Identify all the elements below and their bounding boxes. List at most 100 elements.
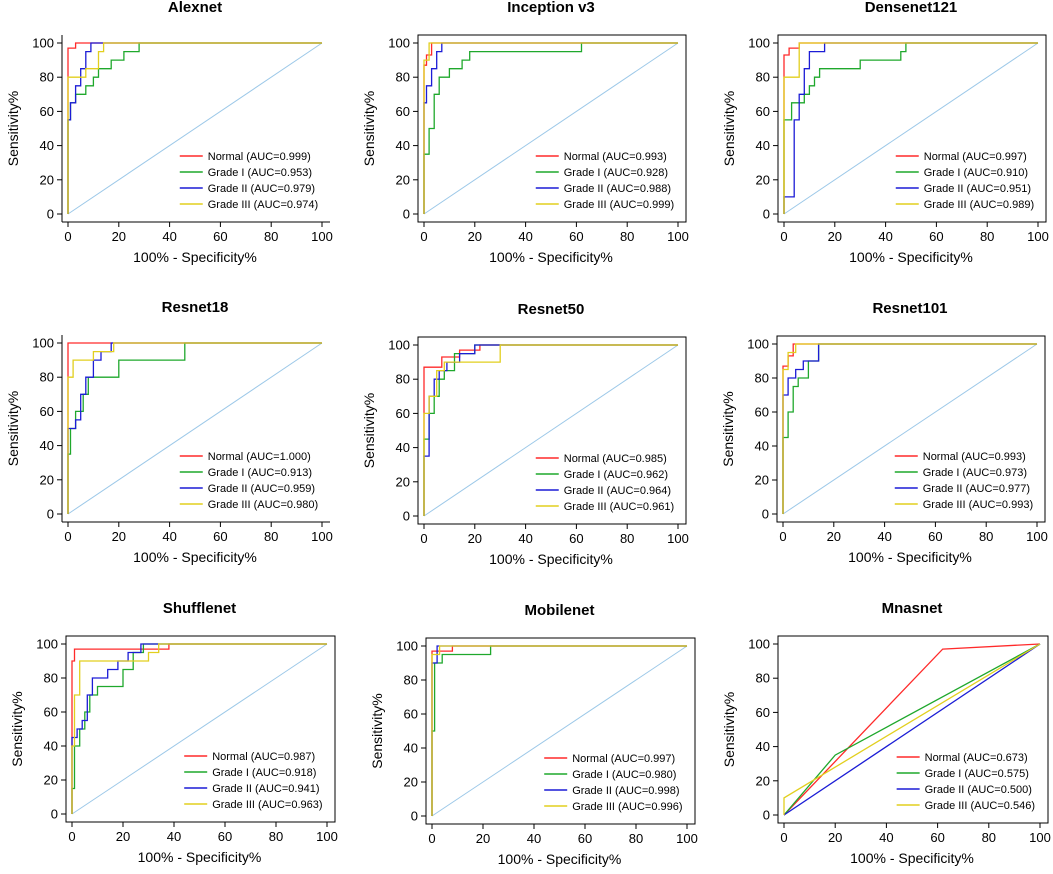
x-tick-label: 0 xyxy=(780,229,787,244)
y-tick-label: 40 xyxy=(404,741,418,756)
chart-title: Resnet50 xyxy=(518,301,585,318)
y-tick-label: 80 xyxy=(396,372,410,387)
legend-label: Normal (AUC=0.987) xyxy=(212,751,315,763)
x-tick-label: 60 xyxy=(218,829,232,844)
legend-label: Grade I (AUC=0.973) xyxy=(923,467,1027,479)
legend-label: Grade II (AUC=0.951) xyxy=(924,183,1031,195)
legend: Normal (AUC=0.993) Grade I (AUC=0.973) Gra… xyxy=(894,451,1033,511)
y-tick-label: 40 xyxy=(40,438,54,453)
legend-label: Grade II (AUC=0.964) xyxy=(564,485,671,497)
y-tick-label: 80 xyxy=(404,673,418,688)
y-tick-label: 20 xyxy=(40,472,54,487)
roc-line-grade-iii xyxy=(67,42,322,214)
y-tick-label: 40 xyxy=(396,138,410,153)
y-tick-label: 40 xyxy=(40,138,54,153)
x-tick-label: 60 xyxy=(929,229,943,244)
roc-line-grade-i xyxy=(783,643,1041,816)
x-tick-label: 80 xyxy=(980,229,994,244)
legend-label: Normal (AUC=0.993) xyxy=(564,151,667,163)
roc-line-grade-i xyxy=(423,42,678,214)
chart-title: Alexnet xyxy=(168,0,222,16)
roc-line-grade-ii xyxy=(71,643,327,814)
roc-line-grade-i xyxy=(67,342,322,514)
legend-label: Grade II (AUC=0.988) xyxy=(564,183,671,195)
x-axis-label: 100% - Specificity% xyxy=(133,549,257,565)
x-tick-label: 80 xyxy=(620,531,634,546)
legend-label: Grade I (AUC=0.910) xyxy=(924,167,1028,179)
chance-diagonal-line xyxy=(783,42,1039,215)
axes: 00 20 20 40 40 60 60 80 80 100 100 100% - Specifici… xyxy=(721,34,1049,265)
series-group xyxy=(67,42,322,214)
plot-frame xyxy=(777,635,1049,824)
legend: Normal (AUC=0.997) Grade I (AUC=0.910) Gra… xyxy=(895,151,1034,211)
chance-diagonal-line xyxy=(67,42,323,215)
x-tick-label: 40 xyxy=(527,831,541,846)
x-tick-label: 60 xyxy=(213,229,227,244)
y-tick-label: 80 xyxy=(40,370,54,385)
chart-panel-alexnet: Alexnet 00 20 20 40 40 60 60 80 80 100 100 100% - Sp… xyxy=(5,0,333,265)
y-tick-label: 0 xyxy=(47,207,54,222)
x-tick-label: 80 xyxy=(264,529,278,544)
y-tick-label: 40 xyxy=(756,739,770,754)
roc-line-grade-iii xyxy=(431,645,687,816)
x-tick-label: 100 xyxy=(667,531,689,546)
roc-line-grade-ii xyxy=(782,343,1037,514)
legend: Normal (AUC=0.993) Grade I (AUC=0.928) Gra… xyxy=(535,151,674,211)
y-tick-label: 60 xyxy=(755,405,769,420)
y-tick-label: 0 xyxy=(403,207,410,222)
y-tick-label: 40 xyxy=(756,138,770,153)
y-axis-label: Sensitivity% xyxy=(361,393,377,468)
legend: Normal (AUC=1.000) Grade I (AUC=0.913) Gra… xyxy=(179,451,318,511)
x-tick-label: 80 xyxy=(620,229,634,244)
roc-line-grade-iii xyxy=(423,344,678,516)
x-tick-label: 100 xyxy=(311,229,333,244)
y-tick-label: 60 xyxy=(756,705,770,720)
series-group xyxy=(431,645,687,816)
y-axis-label: Sensitivity% xyxy=(5,391,21,466)
y-tick-label: 80 xyxy=(40,70,54,85)
y-tick-label: 40 xyxy=(755,439,769,454)
y-tick-label: 0 xyxy=(47,507,54,522)
legend-label: Grade II (AUC=0.977) xyxy=(923,483,1030,495)
x-tick-label: 0 xyxy=(420,531,427,546)
y-axis-label: Sensitivity% xyxy=(5,91,21,166)
axes: 00 20 20 40 40 60 60 80 80 100 100 100% - Specifici… xyxy=(5,35,333,265)
y-tick-label: 20 xyxy=(756,172,770,187)
y-tick-label: 100 xyxy=(388,36,410,51)
roc-line-grade-i xyxy=(783,42,1038,214)
x-tick-label: 20 xyxy=(468,531,482,546)
x-tick-label: 40 xyxy=(878,229,892,244)
legend-label: Grade II (AUC=0.500) xyxy=(925,784,1032,796)
x-axis-label: 100% - Specificity% xyxy=(489,249,613,265)
axes: 00 20 20 40 40 60 60 80 80 100 100 100% - Specifici… xyxy=(5,335,333,565)
legend-label: Normal (AUC=0.997) xyxy=(572,753,675,765)
chance-diagonal-line xyxy=(782,343,1038,515)
x-axis-label: 100% - Specificity% xyxy=(138,849,262,865)
x-tick-label: 0 xyxy=(68,829,75,844)
axes: 00 20 20 40 40 60 60 80 80 100 100 100% - Specifici… xyxy=(720,335,1048,565)
y-tick-label: 60 xyxy=(404,707,418,722)
y-tick-label: 80 xyxy=(756,70,770,85)
y-axis-label: Sensitivity% xyxy=(9,691,25,766)
legend-label: Grade III (AUC=0.989) xyxy=(924,199,1034,211)
y-tick-label: 100 xyxy=(32,36,54,51)
roc-line-grade-i xyxy=(71,643,327,814)
chart-title: Mnasnet xyxy=(882,600,943,617)
x-tick-label: 60 xyxy=(930,830,944,845)
y-tick-label: 60 xyxy=(44,705,58,720)
plot-frame xyxy=(417,336,687,525)
legend-label: Grade III (AUC=0.993) xyxy=(923,499,1033,511)
legend-label: Normal (AUC=0.999) xyxy=(208,151,311,163)
y-tick-label: 0 xyxy=(763,808,770,823)
roc-line-grade-iii xyxy=(783,643,1041,815)
chart-title: Inception v3 xyxy=(507,0,595,16)
chart-panel-resnet18: Resnet18 00 20 20 40 40 60 60 80 80 100 100 100% - S… xyxy=(5,299,333,565)
roc-line-grade-ii xyxy=(783,42,1038,214)
x-tick-label: 0 xyxy=(64,229,71,244)
chart-panel-shufflenet: Shufflenet 00 20 20 40 40 60 60 80 80 100 100 100% -… xyxy=(9,600,338,865)
x-tick-label: 20 xyxy=(112,529,126,544)
legend-label: Grade III (AUC=0.961) xyxy=(564,501,674,513)
plot-frame xyxy=(417,34,687,223)
x-tick-label: 80 xyxy=(629,831,643,846)
